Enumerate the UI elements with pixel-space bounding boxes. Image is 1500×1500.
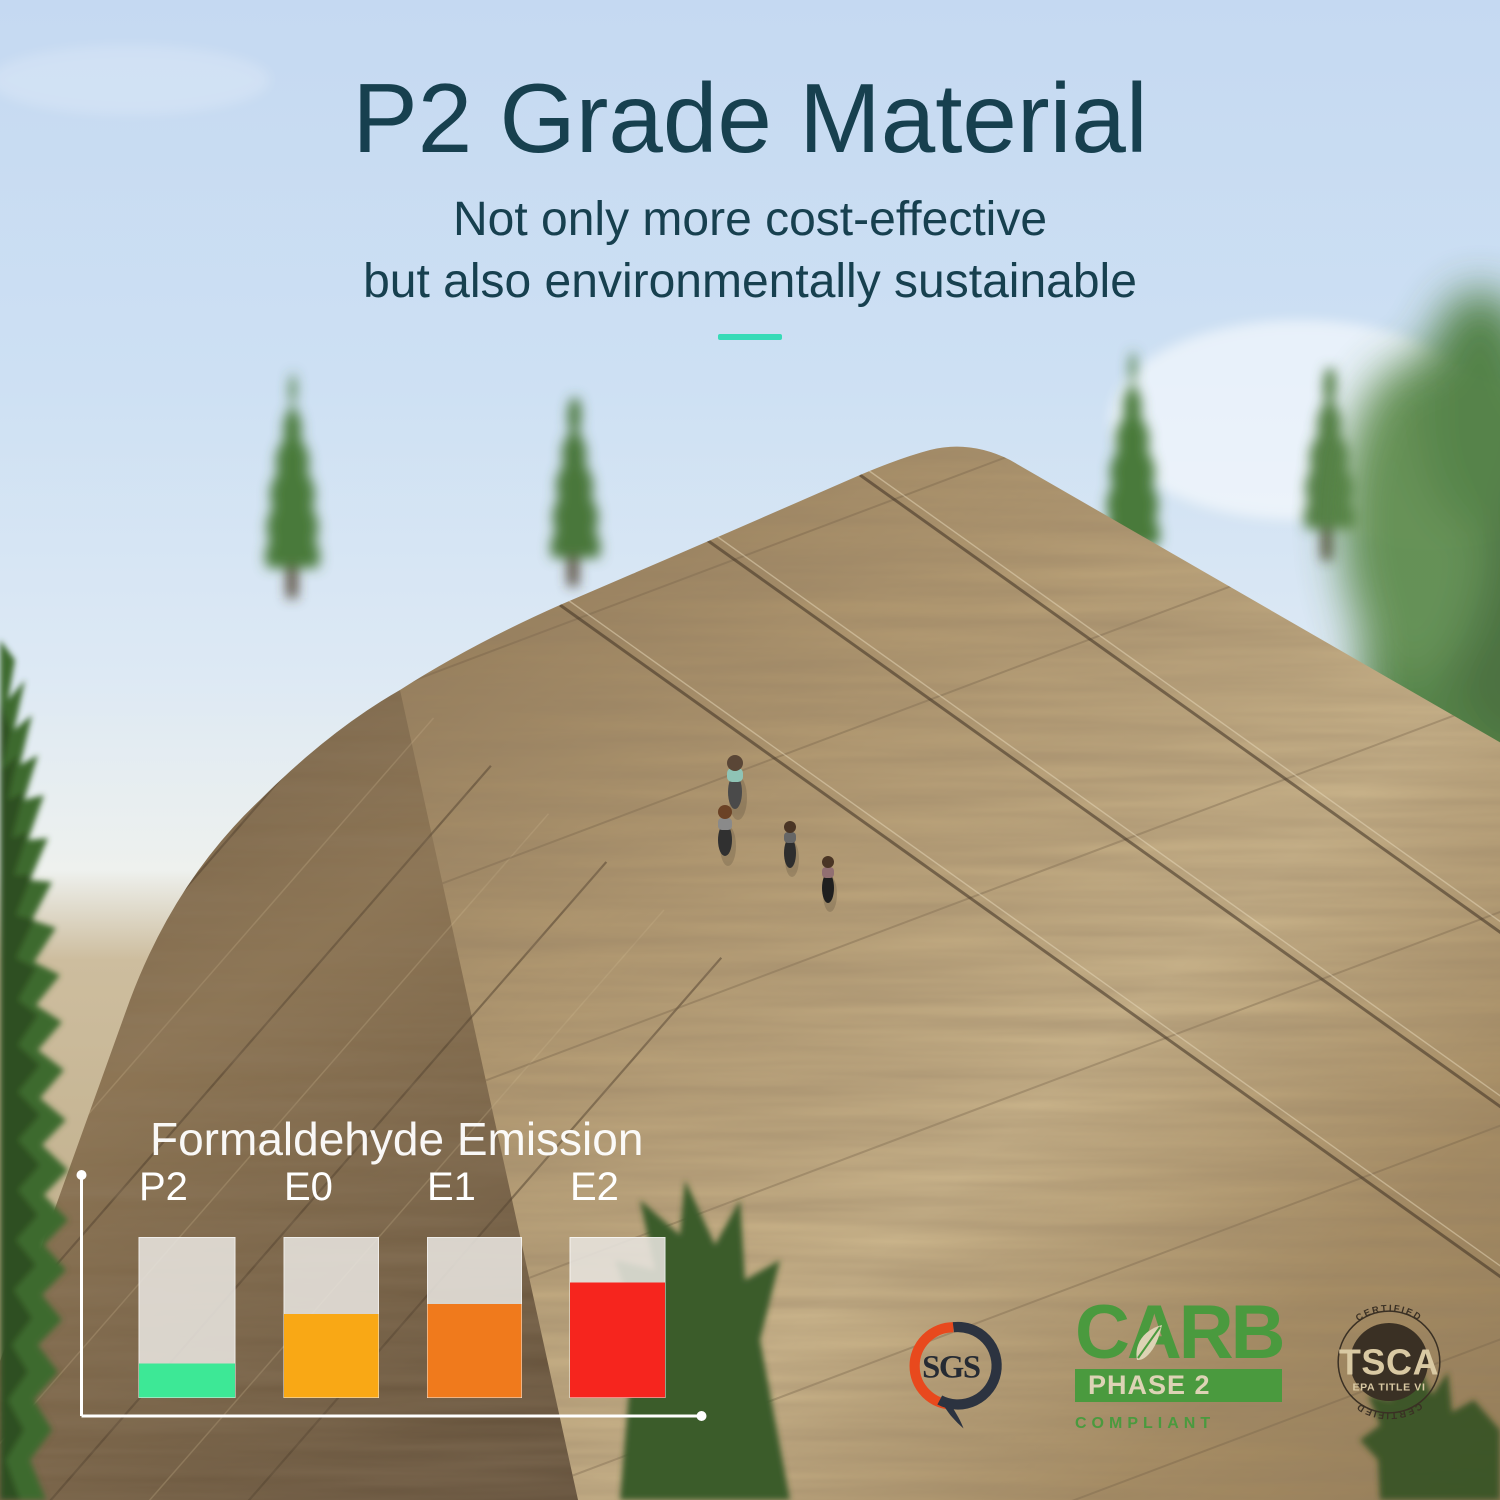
svg-text:E0: E0 (284, 1165, 333, 1209)
svg-text:EPA TITLE VI: EPA TITLE VI (1353, 1382, 1426, 1394)
svg-text:E2: E2 (570, 1165, 619, 1209)
svg-text:CARB: CARB (1075, 1290, 1283, 1375)
svg-text:P2: P2 (139, 1165, 188, 1209)
svg-text:SGS: SGS (922, 1350, 980, 1386)
svg-text:E1: E1 (427, 1165, 476, 1209)
svg-text:TSCA: TSCA (1339, 1341, 1439, 1382)
svg-text:Formaldehyde Emission: Formaldehyde Emission (150, 1113, 643, 1165)
svg-text:COMPLIANT: COMPLIANT (1075, 1415, 1215, 1432)
svg-text:PHASE 2: PHASE 2 (1088, 1370, 1211, 1400)
